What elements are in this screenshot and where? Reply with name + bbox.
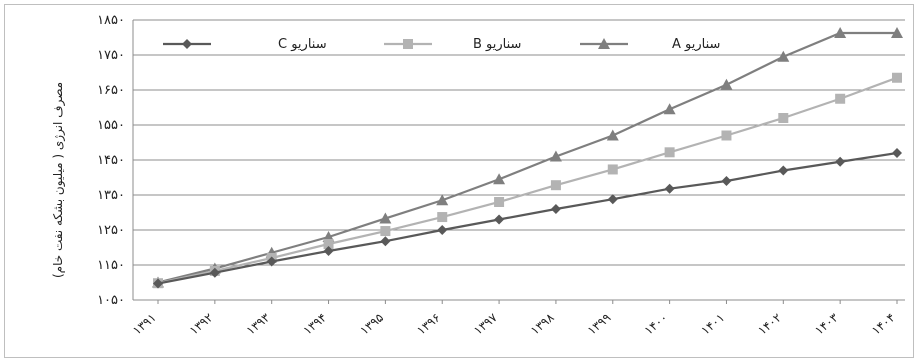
series-a: [152, 27, 903, 288]
point-marker: [550, 204, 561, 214]
legend-item-c: سناریو C: [163, 37, 327, 52]
point-marker: [380, 236, 391, 247]
point-marker: [323, 239, 334, 249]
point-marker: [778, 113, 789, 123]
point-marker: [153, 278, 163, 289]
point-marker: [266, 256, 277, 267]
point-marker: [607, 164, 618, 175]
y-tick-label: ۱۱۵۰: [97, 258, 125, 273]
x-tick-label: ۱۳۹۱: [130, 310, 159, 337]
point-marker: [437, 225, 448, 235]
x-tick-label: ۱۴۰۰: [642, 310, 671, 337]
point-marker: [663, 103, 676, 115]
point-marker: [835, 156, 846, 167]
point-marker: [607, 194, 618, 205]
x-tick-label: ۱۳۹۹: [585, 310, 614, 337]
y-tick-label: ۱۳۵۰: [97, 188, 125, 203]
legend-item-b: سناریو B: [384, 37, 521, 52]
legend-label: سناریو C: [278, 37, 327, 52]
point-marker: [380, 226, 391, 237]
point-marker: [835, 93, 846, 104]
point-marker: [664, 183, 675, 194]
series-line: [157, 151, 898, 285]
x-tick-label: ۱۳۹۳: [244, 310, 273, 338]
x-tick-label: ۱۳۹۲: [187, 310, 216, 337]
legend: سناریو A سناریو B سناریو C: [163, 37, 720, 52]
chart-frame: [4, 4, 914, 358]
x-tick-label: ۱۳۹۷: [471, 310, 500, 338]
gridlines: [133, 19, 905, 266]
point-marker: [664, 147, 675, 158]
series-line: [157, 76, 898, 285]
point-marker: [892, 72, 902, 83]
y-axis-label: مصرف انرژی ( میلیون بشکه نفت خام): [51, 82, 66, 278]
x-tick-label: ۱۳۹۵: [357, 310, 386, 337]
x-tick-label: ۱۴۰۳: [812, 310, 841, 338]
point-marker: [778, 165, 789, 176]
point-marker: [721, 176, 732, 186]
point-marker: [834, 27, 847, 38]
x-tick-label: ۱۴۰۱: [698, 310, 727, 337]
point-marker: [403, 39, 413, 49]
point-marker: [493, 173, 506, 185]
point-marker: [598, 38, 610, 49]
point-marker: [494, 197, 505, 207]
point-marker: [606, 129, 619, 141]
legend-label: سناریو A: [672, 37, 720, 52]
legend-label: سناریو B: [473, 37, 521, 52]
point-marker: [436, 194, 449, 206]
series-layer: [152, 27, 903, 289]
axes: ۱۰۵۰ ۱۱۵۰ ۱۲۵۰ ۱۳۵۰ ۱۴۵۰ ۱۵۵۰ ۱۶۵۰ ۱۷۵۰ ۱۸۵۰ ۱۳۹۱…: [97, 13, 905, 338]
point-marker: [777, 50, 790, 62]
legend-item-a: سناریو A: [580, 37, 720, 52]
series-b: [153, 72, 902, 289]
point-marker: [182, 39, 192, 49]
point-marker: [209, 267, 220, 278]
y-tick-label: ۱۸۵۰: [97, 13, 125, 28]
point-marker: [892, 148, 902, 158]
series-c: [153, 148, 902, 289]
point-marker: [549, 150, 562, 162]
point-marker: [437, 212, 448, 223]
y-tick-label: ۱۲۵۰: [97, 223, 125, 238]
point-marker: [494, 214, 505, 225]
x-tick-label: ۱۳۹۴: [301, 310, 330, 337]
x-tick-label: ۱۴۰۲: [755, 310, 784, 337]
point-marker: [721, 130, 732, 141]
x-tick-label: ۱۴۰۴: [869, 310, 898, 337]
point-marker: [323, 246, 334, 256]
y-tick-label: ۱۶۵۰: [97, 83, 125, 98]
point-marker: [891, 27, 903, 38]
y-tick-label: ۱۵۵۰: [97, 118, 125, 133]
y-tick-label: ۱۴۵۰: [97, 153, 125, 168]
series-line: [157, 31, 897, 284]
y-tick-label: ۱۰۵۰: [97, 293, 125, 308]
point-marker: [720, 78, 733, 90]
point-marker: [379, 212, 392, 224]
point-marker: [550, 180, 561, 191]
y-tick-label: ۱۷۵۰: [97, 48, 125, 63]
x-tick-label: ۱۳۹۸: [528, 310, 557, 338]
x-tick-label: ۱۳۹۶: [414, 310, 443, 337]
